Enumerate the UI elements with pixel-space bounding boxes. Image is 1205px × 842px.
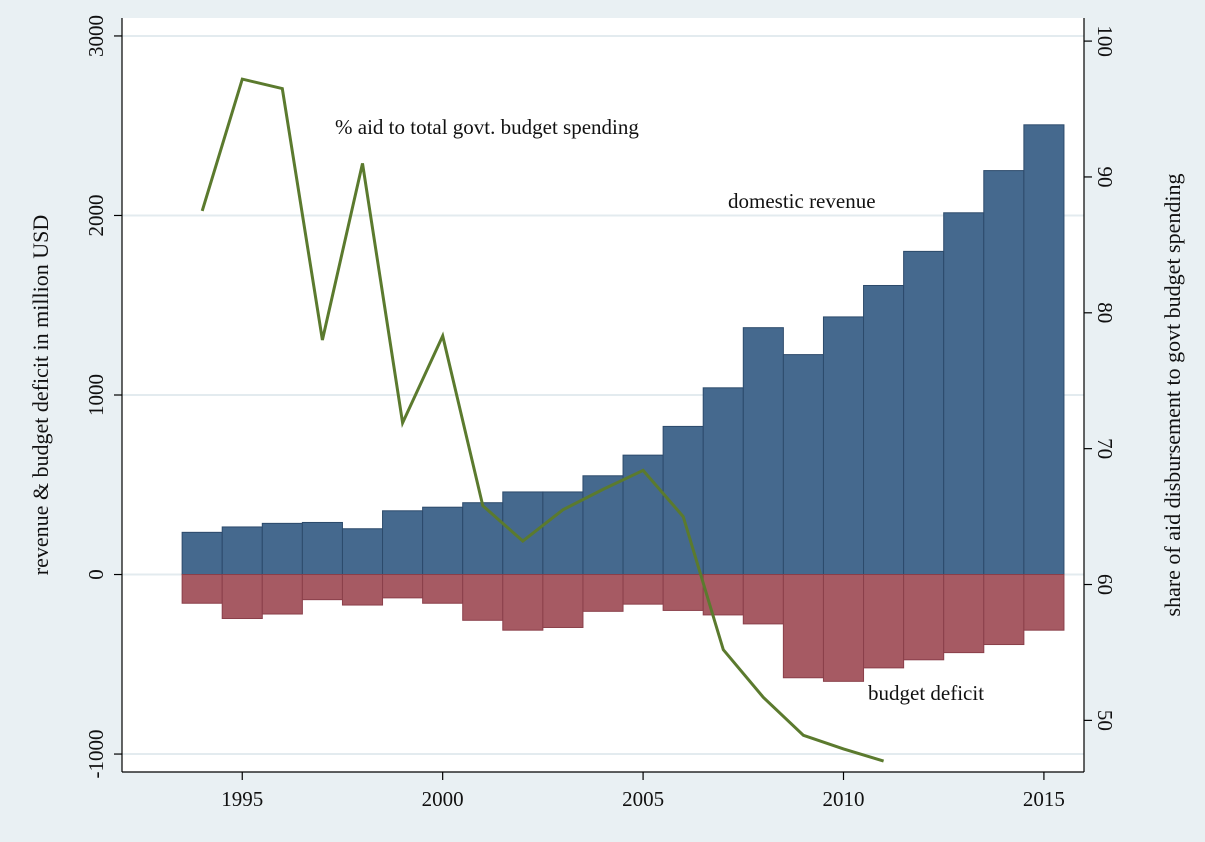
revenue-bar: [943, 212, 985, 576]
y-tick-label: 0: [84, 569, 108, 580]
revenue-bar: [542, 491, 584, 576]
deficit-bar: [662, 574, 704, 611]
y2-tick-label: 50: [1093, 710, 1117, 731]
deficit-bar: [1023, 574, 1065, 631]
deficit-bar: [582, 574, 624, 612]
y-tick-label: -1000: [84, 730, 108, 779]
y2-tick-label: 80: [1093, 302, 1117, 323]
x-tick-label: 2005: [622, 787, 664, 811]
x-tick-label: 2000: [422, 787, 464, 811]
deficit-bar: [382, 574, 424, 599]
revenue-bar: [782, 354, 824, 576]
y2-tick-label: 70: [1093, 438, 1117, 459]
revenue-bar: [582, 475, 624, 576]
tick-layer: -1000 0 1000 2000 3000 50 60 70 80 90 100 1995 2000 2…: [84, 15, 1117, 811]
y2-axis-title: share of aid disbursement to govt budget…: [1160, 174, 1185, 617]
deficit-bar: [502, 574, 544, 631]
revenue-bar: [903, 250, 945, 576]
x-tick-label: 1995: [221, 787, 263, 811]
y2-tick-label: 90: [1093, 166, 1117, 187]
revenue-annotation: domestic revenue: [728, 189, 876, 213]
deficit-bar: [742, 574, 784, 625]
y2-tick-label: 100: [1093, 25, 1117, 57]
y-tick-label: 2000: [84, 194, 108, 236]
deficit-bar: [622, 574, 664, 605]
deficit-bar: [261, 574, 303, 615]
revenue-bar: [382, 510, 424, 576]
revenue-bar: [422, 506, 464, 576]
y-tick-label: 3000: [84, 15, 108, 57]
aid-share-line: [200, 77, 885, 763]
deficit-bar: [301, 574, 343, 601]
deficit-bar: [221, 574, 263, 620]
revenue-bar: [822, 316, 865, 576]
x-tick-label: 2010: [823, 787, 865, 811]
revenue-bar: [622, 454, 664, 576]
deficit-bar: [903, 574, 945, 661]
revenue-bar: [261, 522, 303, 576]
line-layer: [200, 77, 885, 763]
y-axis-title: revenue & budget deficit in million USD: [28, 215, 53, 576]
bar-layer: [181, 124, 1065, 682]
deficit-bar: [341, 574, 384, 606]
revenue-bar: [863, 284, 905, 576]
deficit-bar: [943, 574, 985, 654]
deficit-bar: [822, 574, 865, 682]
x-tick-label: 2015: [1023, 787, 1065, 811]
deficit-annotation: budget deficit: [868, 681, 984, 705]
deficit-bar: [542, 574, 584, 628]
deficit-bar: [983, 574, 1025, 646]
deficit-bar: [181, 574, 223, 604]
deficit-bar: [782, 574, 824, 679]
deficit-bar: [863, 574, 905, 669]
y2-tick-label: 60: [1093, 574, 1117, 595]
revenue-bar: [341, 528, 384, 576]
revenue-bar: [181, 531, 223, 576]
deficit-bar: [462, 574, 504, 621]
y-tick-label: 1000: [84, 374, 108, 416]
revenue-bar: [1023, 124, 1065, 576]
revenue-bar: [301, 521, 343, 576]
deficit-bar: [422, 574, 464, 604]
aid-line-annotation: % aid to total govt. budget spending: [335, 115, 639, 139]
revenue-bar: [502, 491, 544, 576]
revenue-bar: [221, 526, 263, 576]
revenue-bar: [742, 327, 784, 576]
revenue-bar: [462, 502, 504, 576]
revenue-bar: [702, 387, 744, 576]
revenue-bar: [983, 170, 1025, 576]
deficit-bar: [702, 574, 744, 616]
